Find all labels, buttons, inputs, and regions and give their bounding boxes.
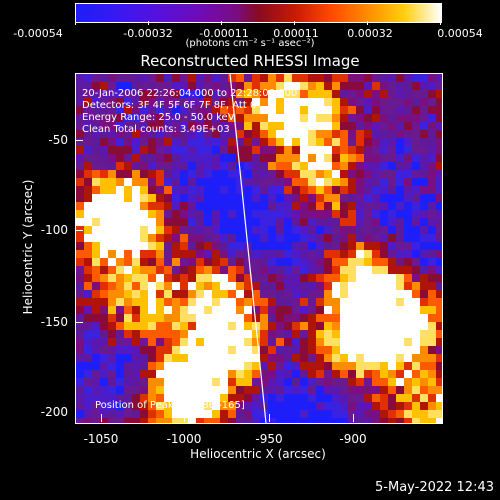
x-tick-label: -1050 bbox=[83, 432, 119, 446]
y-tick bbox=[75, 322, 83, 323]
image-plot[interactable]: 20-Jan-2006 22:26:04.000 to 22:28:00.000… bbox=[75, 73, 443, 424]
time-range-text: 20-Jan-2006 22:26:04.000 to 22:28:00.000 bbox=[82, 88, 298, 99]
plot-timestamp: 5-May-2022 12:43 bbox=[375, 480, 494, 495]
colorbar-tick bbox=[294, 21, 295, 25]
colorbar-tick-label: 0.00032 bbox=[347, 27, 393, 40]
colorbar-tick-label: -0.00054 bbox=[13, 27, 63, 40]
colorbar-tick-label: 0.00011 bbox=[273, 27, 319, 40]
detectors-text: Detectors: 3F 4F 5F 6F 7F 8F, Att 0 bbox=[82, 100, 257, 111]
x-tick-label: -1000 bbox=[166, 432, 202, 446]
y-tick-label: -200 bbox=[40, 405, 68, 419]
y-tick-label: -100 bbox=[40, 223, 68, 237]
colorbar-tick bbox=[221, 21, 222, 25]
colorbar-tick bbox=[440, 21, 441, 25]
x-axis-label: Heliocentric X (arcsec) bbox=[190, 447, 326, 461]
colorbar-tick bbox=[367, 21, 368, 25]
energy-range-text: Energy Range: 25.0 - 50.0 keV bbox=[82, 112, 235, 123]
x-tick bbox=[101, 414, 102, 422]
limb-line bbox=[229, 74, 267, 423]
y-tick bbox=[75, 140, 83, 141]
colorbar-units: (photons cm⁻² s⁻¹ asec⁻²) bbox=[185, 38, 315, 49]
x-tick bbox=[269, 414, 270, 422]
colorbar-tick-label: 0.00054 bbox=[437, 27, 483, 40]
colorbar-tick bbox=[75, 21, 76, 25]
y-tick-label: -50 bbox=[48, 133, 68, 147]
plot-title: Reconstructed RHESSI Image bbox=[140, 52, 360, 70]
x-tick-label: -950 bbox=[255, 432, 283, 446]
clean-counts-text: Clean Total counts: 3.49E+03 bbox=[82, 124, 230, 135]
colorbar-tick bbox=[148, 21, 149, 25]
colorbar-tick-label: -0.00032 bbox=[123, 27, 173, 40]
x-tick bbox=[353, 414, 354, 422]
y-tick bbox=[75, 230, 83, 231]
colorbar-tick-label: -0.00011 bbox=[199, 27, 249, 40]
heatmap-image bbox=[76, 74, 442, 423]
x-tick-label: -900 bbox=[339, 432, 367, 446]
peak-position-text: Position of Peak = [-986,-165] bbox=[95, 400, 245, 411]
y-axis-label: Heliocentric Y (arcsec) bbox=[21, 179, 35, 315]
y-tick-label: -150 bbox=[40, 315, 68, 329]
x-tick bbox=[184, 414, 185, 422]
colorbar bbox=[75, 3, 442, 23]
